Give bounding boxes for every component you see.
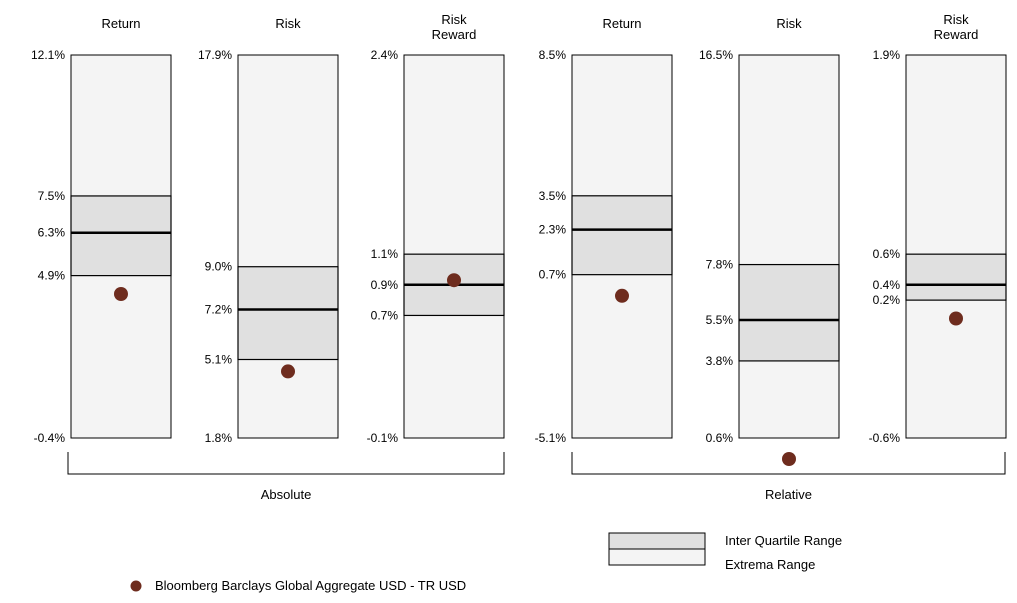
label-max-4: 16.5%	[699, 48, 733, 62]
label-max-0: 12.1%	[31, 48, 65, 62]
panel-title-2: Risk Reward	[432, 12, 477, 42]
label-max-5: 1.9%	[873, 48, 901, 62]
label-q1-5: 0.2%	[873, 293, 901, 307]
label-q3-4: 7.8%	[706, 258, 734, 272]
panel-title-5: Risk Reward	[934, 12, 979, 42]
label-min-0: -0.4%	[34, 431, 66, 445]
label-median-0: 6.3%	[38, 226, 66, 240]
group-label-0: Absolute	[261, 487, 312, 502]
label-q1-3: 0.7%	[539, 268, 567, 282]
label-q3-3: 3.5%	[539, 189, 567, 203]
iqr-box-5	[905, 253, 1007, 301]
panel-title-0: Return	[101, 16, 140, 31]
label-q3-5: 0.6%	[873, 247, 901, 261]
label-median-2: 0.9%	[371, 278, 399, 292]
label-q1-1: 5.1%	[205, 352, 233, 366]
extrema-box-5	[905, 54, 1007, 439]
label-max-2: 2.4%	[371, 48, 399, 62]
label-q1-0: 4.9%	[38, 269, 66, 283]
panel-title-4: Risk	[776, 16, 802, 31]
benchmark-point-4	[782, 452, 796, 466]
group-bracket-1	[571, 452, 1006, 475]
label-median-4: 5.5%	[706, 313, 734, 327]
iqr-box-4	[738, 263, 840, 362]
label-min-2: -0.1%	[367, 431, 399, 445]
panel-title-1: Risk	[275, 16, 301, 31]
label-q1-4: 3.8%	[706, 354, 734, 368]
benchmark-point-0	[114, 286, 128, 301]
legend-iqr-swatch	[608, 532, 706, 550]
benchmark-point-1	[281, 364, 295, 379]
label-median-5: 0.4%	[873, 278, 901, 292]
group-label-1: Relative	[765, 487, 812, 502]
label-median-1: 7.2%	[205, 303, 233, 317]
iqr-box-1	[237, 266, 339, 361]
legend-benchmark-marker	[130, 580, 142, 592]
benchmark-point-2	[447, 273, 461, 288]
legend-benchmark-label: Bloomberg Barclays Global Aggregate USD …	[155, 578, 466, 593]
label-min-3: -5.1%	[535, 431, 567, 445]
legend-extrema-swatch	[608, 548, 706, 566]
label-q3-0: 7.5%	[38, 189, 66, 203]
label-min-1: 1.8%	[205, 431, 233, 445]
panel-title-3: Return	[602, 16, 641, 31]
extrema-box-2	[403, 54, 505, 439]
label-q1-2: 0.7%	[371, 308, 399, 322]
label-min-4: 0.6%	[706, 431, 734, 445]
label-q3-1: 9.0%	[205, 260, 233, 274]
label-max-1: 17.9%	[198, 48, 232, 62]
iqr-box-3	[571, 195, 673, 276]
benchmark-point-5	[949, 311, 963, 326]
legend-iqr-label: Inter Quartile Range	[725, 533, 842, 548]
benchmark-point-3	[615, 288, 629, 303]
group-bracket-0	[67, 452, 505, 475]
label-max-3: 8.5%	[539, 48, 567, 62]
legend-extrema-label: Extrema Range	[725, 557, 815, 572]
extrema-box-4	[738, 54, 840, 439]
iqr-box-0	[70, 195, 172, 277]
extrema-box-1	[237, 54, 339, 439]
label-q3-2: 1.1%	[371, 247, 399, 261]
label-median-3: 2.3%	[539, 223, 567, 237]
label-min-5: -0.6%	[869, 431, 901, 445]
